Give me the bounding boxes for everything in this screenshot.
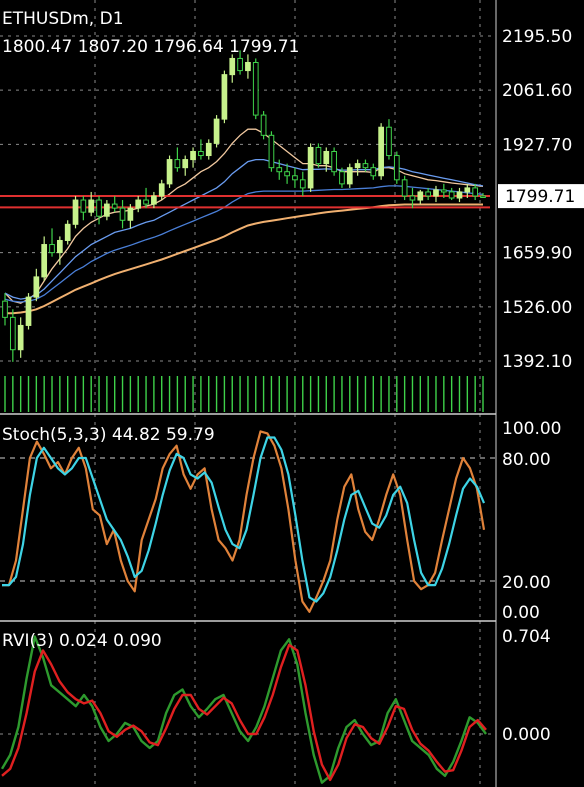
candle-body	[292, 175, 298, 181]
current-price-marker: 1799.71	[498, 184, 584, 209]
candle-body	[49, 244, 55, 254]
stoch-level-0: 0.00	[502, 603, 540, 623]
candle-body	[104, 203, 110, 217]
candle-body	[472, 187, 479, 197]
candle-body	[456, 191, 463, 199]
price-tick: 1927.70	[502, 135, 572, 155]
candle-body	[237, 57, 243, 72]
candle-body	[127, 207, 134, 221]
current-price-box	[498, 184, 584, 209]
price-tick: 2195.50	[502, 27, 572, 47]
symbol-timeframe: ETHUSDm, D1	[2, 9, 124, 29]
candle-body	[339, 171, 345, 185]
candle-body	[370, 167, 377, 177]
price-axis: 2195.50 2061.60 1927.70 1659.90 1526.00 …	[502, 27, 572, 372]
candle-body	[119, 207, 126, 221]
price-tick: 1392.10	[502, 352, 572, 372]
stoch-level-80: 80.00	[502, 450, 551, 470]
candle-body	[229, 57, 236, 76]
candle-body	[111, 203, 118, 209]
candle-body	[88, 199, 95, 213]
candle-body	[362, 163, 369, 169]
candle-body	[260, 114, 267, 136]
candle-body	[323, 150, 330, 165]
candle-body	[151, 195, 157, 205]
candle-body	[182, 159, 189, 169]
current-price-label: 1799.71	[505, 187, 575, 207]
candle-body	[205, 142, 212, 157]
candle-body	[331, 150, 337, 173]
price-tick: 1659.90	[502, 244, 572, 264]
candle-body	[448, 191, 455, 199]
moving-average-line	[4, 158, 484, 300]
candle-body	[25, 296, 32, 326]
candle-body	[299, 179, 306, 189]
candle-body	[143, 199, 149, 205]
candle-body	[417, 191, 424, 201]
candle-body	[433, 189, 439, 197]
candle-body	[198, 150, 204, 157]
price-tick: 1526.00	[502, 298, 572, 318]
candle-body	[64, 223, 71, 241]
rvi-level-max: 0.704	[502, 627, 551, 647]
candle-body	[57, 239, 63, 254]
stoch-lines	[2, 430, 486, 613]
rvi-main-line	[0, 635, 487, 784]
stoch-signal-line	[2, 436, 486, 603]
candle-body	[268, 134, 275, 169]
candle-body	[190, 150, 196, 161]
candle-body	[245, 61, 251, 72]
stoch-level-20: 20.00	[502, 573, 551, 593]
candle-body	[409, 195, 416, 201]
candle-body	[17, 324, 24, 351]
price-tick: 2061.60	[502, 81, 572, 101]
candle-body	[307, 146, 314, 189]
candle-body	[393, 155, 400, 181]
candle-body	[480, 195, 486, 198]
candle-body	[221, 74, 228, 120]
moving-average-line	[4, 128, 484, 304]
candle-body	[284, 171, 290, 177]
candles[interactable]	[2, 50, 486, 362]
candle-body	[386, 126, 392, 157]
candle-body	[378, 126, 384, 177]
candle-body	[401, 179, 408, 197]
rvi-title: RVI(3) 0.024 0.090	[2, 631, 162, 651]
candle-body	[174, 159, 181, 169]
candle-body	[425, 191, 431, 197]
candle-body	[440, 189, 447, 193]
ohlc-values: 1800.47 1807.20 1796.64 1799.71	[2, 37, 299, 57]
candle-body	[135, 199, 142, 209]
rvi-level-zero: 0.000	[502, 725, 551, 745]
candle-body	[464, 187, 471, 193]
candle-body	[9, 316, 16, 351]
candle-body	[80, 199, 87, 213]
stoch-level-100: 100.00	[502, 419, 561, 439]
candle-body	[354, 163, 361, 169]
rvi-lines	[0, 635, 487, 784]
candle-body	[72, 199, 79, 225]
candle-body	[213, 118, 220, 144]
candle-body	[2, 300, 8, 318]
stoch-title: Stoch(5,3,3) 44.82 59.79	[2, 425, 215, 445]
volume-bars	[4, 376, 484, 412]
candle-body	[166, 159, 173, 185]
candle-body	[33, 276, 40, 298]
candle-body	[158, 183, 165, 197]
rvi-signal-line	[1, 643, 487, 782]
moving-average-line	[5, 203, 483, 315]
candle-body	[276, 167, 283, 173]
candle-body	[346, 167, 353, 185]
candle-body	[41, 244, 48, 278]
candle-body	[252, 61, 259, 116]
candle-body	[315, 146, 322, 165]
candle-body	[96, 199, 102, 217]
